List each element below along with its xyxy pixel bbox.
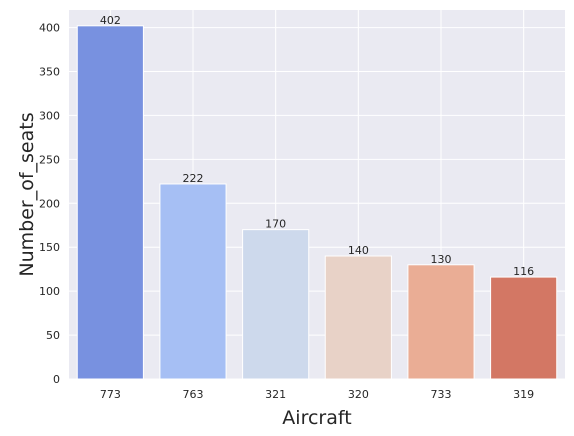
data-label-773: 402 [100,14,121,27]
y-axis-title: Number_of_seats [16,112,38,276]
data-label-763: 222 [183,172,204,185]
bar-319 [490,276,558,380]
bars [76,25,558,380]
bar-773 [76,25,144,380]
bar-321 [242,229,310,380]
y-tick-label: 400 [39,22,60,35]
y-axis-ticks: 0 50 100 150 200 250 300 350 400 [39,22,60,386]
x-tick-label: 733 [431,388,452,401]
y-tick-label: 100 [39,285,60,298]
y-tick-label: 250 [39,153,60,166]
x-tick-label: 320 [348,388,369,401]
y-tick-label: 0 [53,373,60,386]
y-tick-label: 150 [39,241,60,254]
data-label-319: 116 [513,265,534,278]
data-label-321: 170 [265,218,286,231]
x-tick-label: 321 [265,388,286,401]
data-label-320: 140 [348,244,369,257]
x-tick-label: 763 [183,388,204,401]
bar-733 [407,264,475,380]
x-axis-title: Aircraft [282,407,351,429]
y-tick-label: 200 [39,197,60,210]
y-tick-label: 350 [39,66,60,79]
x-axis-ticks: 773 763 321 320 733 319 [100,388,534,401]
bar-763 [159,183,227,380]
bar-320 [324,255,392,380]
y-tick-label: 300 [39,109,60,122]
y-tick-label: 50 [46,329,60,342]
x-tick-label: 773 [100,388,121,401]
data-labels: 402 222 170 140 130 116 [100,14,534,278]
x-tick-label: 319 [513,388,534,401]
data-label-733: 130 [431,253,452,266]
